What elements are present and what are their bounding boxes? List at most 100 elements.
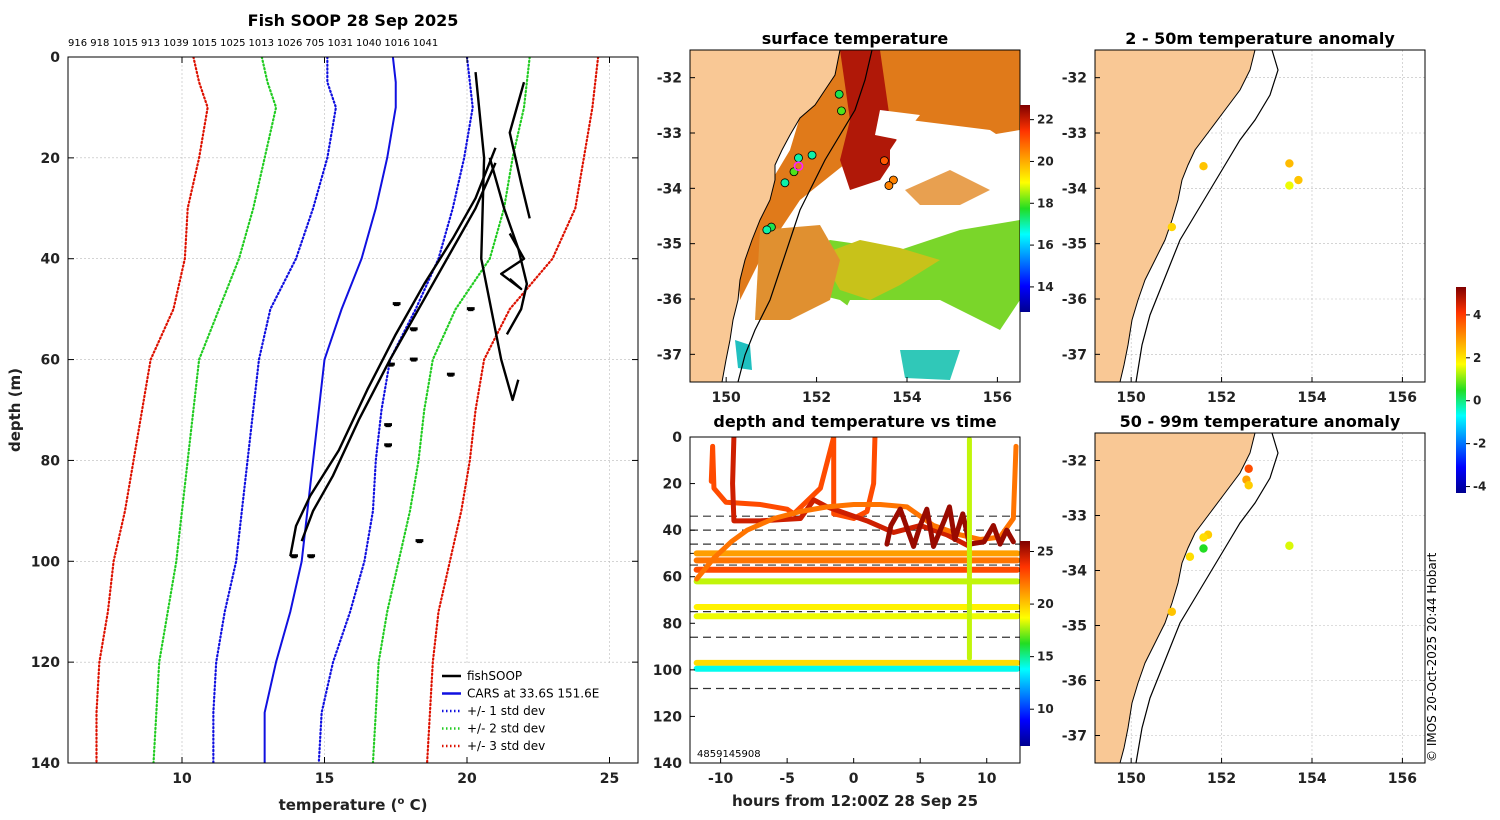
fish-profile-line <box>508 81 531 219</box>
profile-top-label: 916 <box>68 38 87 49</box>
depthtime-colorbar <box>1020 541 1030 746</box>
anomaly-2-50-marker <box>1199 162 1208 171</box>
anomaly-2-50-panel: 2 - 50m temperature anomaly 150 152 154 156… <box>1062 29 1426 406</box>
profile-top-label: 705 <box>305 38 324 49</box>
anomaly-colorbar-tick-label: -2 <box>1473 437 1486 451</box>
sst-station-marker <box>807 150 817 160</box>
depthtime-y-tick-label: 20 <box>663 477 683 493</box>
sst-colorbar-tick-label: 16 <box>1037 238 1054 252</box>
sst-y-tick-label: -32 <box>657 71 682 87</box>
anomaly-colorbar-tick-label: 0 <box>1473 394 1481 408</box>
anomaly-2-50-y-tick-label: -37 <box>1062 347 1087 363</box>
profile-grid <box>68 56 638 764</box>
profile-x-tick-label: 20 <box>457 771 477 787</box>
anomaly-2-50-marker <box>1294 175 1303 185</box>
profile-top-label: 1025 <box>220 38 245 49</box>
anomaly-50-99-panel: 50 - 99m temperature anomaly 150 152 154 15… <box>1062 412 1426 787</box>
anomaly-2-50-map <box>1094 49 1425 383</box>
anomaly-50-99-y-tick-label: -35 <box>1062 619 1087 635</box>
profile-top-label: 913 <box>141 38 160 49</box>
legend-entry-label: CARS at 33.6S 151.6E <box>467 687 599 701</box>
sst-x-tick-label: 156 <box>983 390 1012 406</box>
anomaly-50-99-x-tick-label: 154 <box>1297 771 1326 787</box>
profile-legend: fishSOOP CARS at 33.6S 151.6E +/- 1 std de… <box>437 665 617 757</box>
fish-point <box>451 372 455 376</box>
sst-station-marker <box>884 181 894 190</box>
profile-series-line <box>152 57 278 763</box>
anomaly-50-99-y-tick-label: -36 <box>1062 674 1087 690</box>
anomaly-2-50-y-tick-label: -34 <box>1062 181 1088 197</box>
profile-top-label: 1039 <box>163 38 188 49</box>
anomaly-2-50-marker <box>1285 181 1294 190</box>
anomaly-2-50-x-tick-label: 152 <box>1207 390 1236 406</box>
depthtime-colorbar-tick-label: 25 <box>1037 545 1054 559</box>
anomaly-50-99-marker <box>1285 541 1294 550</box>
anomaly-colorbar-tick-label: 4 <box>1473 308 1481 322</box>
anomaly-50-99-marker <box>1244 464 1253 473</box>
fish-profile-line <box>488 157 529 335</box>
fish-profile-line <box>474 72 520 402</box>
anomaly-50-99-x-tick-label: 152 <box>1207 771 1236 787</box>
anomaly-50-99-y-tick-label: -34 <box>1062 564 1088 580</box>
depthtime-x-tick-label: 5 <box>915 771 925 787</box>
sst-x-tick-label: 152 <box>802 390 831 406</box>
profile-axes-box <box>67 56 639 764</box>
profile-top-label: 1031 <box>328 38 353 49</box>
anomaly-2-50-y-tick-label: -35 <box>1062 237 1087 253</box>
profile-x-tick-label: 15 <box>315 771 334 787</box>
profile-top-label: 1013 <box>249 38 274 49</box>
sst-colorbar <box>1020 105 1030 312</box>
profile-y-tick-label: 120 <box>31 655 60 671</box>
depthtime-x-tick-label: -5 <box>779 771 795 787</box>
anomaly-50-99-marker <box>1244 481 1253 490</box>
fish-point <box>414 327 418 331</box>
anomaly-2-50-y-tick-label: -32 <box>1062 71 1087 87</box>
profile-y-tick-label: 60 <box>41 353 61 369</box>
profile-top-label: 1041 <box>413 38 438 49</box>
depthtime-y-tick-label: 0 <box>672 430 682 446</box>
sst-stations <box>762 89 898 235</box>
anomaly-50-99-title: 50 - 99m temperature anomaly <box>1120 412 1401 431</box>
depthtime-track <box>884 504 1016 549</box>
depthtime-y-tick-label: 40 <box>663 523 683 539</box>
sst-y-tick-label: -34 <box>657 181 683 197</box>
depthtime-xlabel: hours from 12:00Z 28 Sep 25 <box>732 792 978 810</box>
profile-top-label: 1026 <box>277 38 302 49</box>
sst-colorbar-tick-label: 22 <box>1037 113 1054 127</box>
anomaly-50-99-marker <box>1185 552 1195 561</box>
anomaly-50-99-axes-box <box>1094 432 1426 764</box>
sst-map <box>689 49 1020 383</box>
sst-colorbar-tick-label: 18 <box>1037 196 1054 210</box>
sst-y-tick-label: -37 <box>657 347 682 363</box>
fish-point <box>294 554 298 558</box>
sst-title: surface temperature <box>762 29 949 48</box>
profile-ylabel: depth (m) <box>6 368 24 452</box>
legend-entry-label: +/- 2 std dev <box>467 722 545 736</box>
sst-highlight-marker <box>793 161 804 171</box>
depthtime-panel: depth and temperature vs time -10 -5 0 5 100… <box>653 412 1054 810</box>
depthtime-title: depth and temperature vs time <box>713 412 996 431</box>
anomaly-2-50-x-tick-label: 150 <box>1117 390 1146 406</box>
depthtime-id-label: 4859145908 <box>697 749 761 760</box>
profile-series-line <box>426 57 600 763</box>
fish-profile-line <box>500 232 526 291</box>
anomaly-2-50-ticks: 150 152 154 156 -32 -33 -34 -35 -36 -37 <box>1062 71 1417 406</box>
fish-profile-line <box>300 162 497 542</box>
depthtime-x-tick-label: 10 <box>977 771 997 787</box>
sst-y-tick-label: -35 <box>657 237 682 253</box>
depthtime-x-tick-label: -10 <box>708 771 734 787</box>
anomaly-2-50-title: 2 - 50m temperature anomaly <box>1125 29 1395 48</box>
profile-xlabel: temperature (o C) <box>279 796 428 814</box>
profile-panel: Fish SOOP 28 Sep 2025 916 918 1015 913 1039 1… <box>6 11 639 814</box>
depthtime-y-tick-label: 120 <box>653 709 682 725</box>
profile-ticks: 10 15 20 25 0 20 40 60 80 100 120 140 <box>31 50 638 787</box>
anomaly-2-50-x-tick-label: 154 <box>1297 390 1326 406</box>
depthtime-colorbar-tick-label: 20 <box>1037 597 1054 611</box>
anomaly-50-99-marker <box>1199 544 1208 553</box>
profile-top-label: 1016 <box>384 38 409 49</box>
depthtime-colorbar-tick-label: 10 <box>1037 702 1054 716</box>
fish-point <box>471 307 475 311</box>
profile-y-tick-label: 80 <box>41 453 61 469</box>
profile-series-line <box>212 57 338 763</box>
anomaly-50-99-y-tick-label: -32 <box>1062 454 1087 470</box>
